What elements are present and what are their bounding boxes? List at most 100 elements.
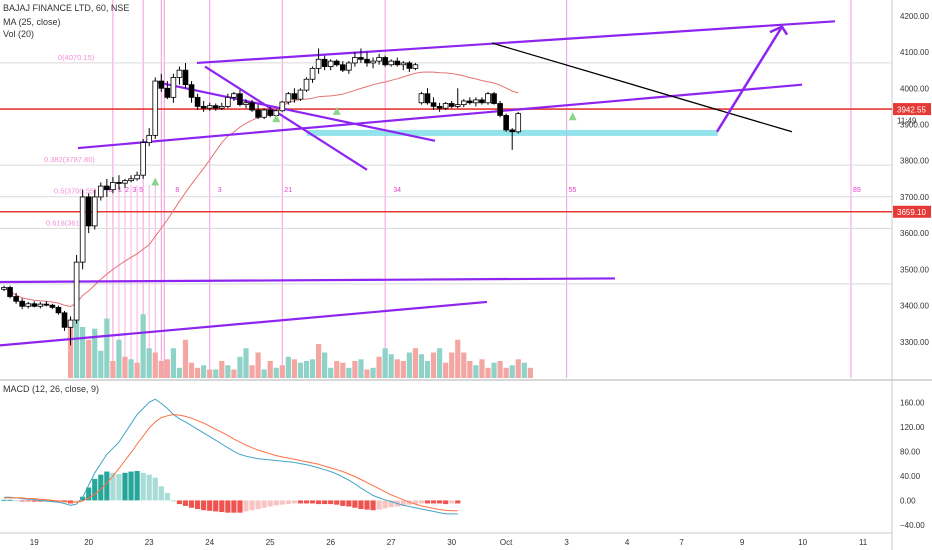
candle	[134, 174, 140, 180]
volume-bar	[98, 350, 104, 378]
fib-count-label: 21	[284, 187, 292, 194]
candle	[67, 319, 74, 328]
fib-count-label: 0	[109, 187, 113, 194]
candle	[303, 78, 310, 91]
candle	[364, 58, 370, 64]
candle	[61, 312, 68, 328]
volume-bar	[237, 356, 243, 378]
macd-histogram-bar	[249, 500, 255, 511]
macd-tick-label: −40.00	[900, 521, 925, 530]
fib-count-label: 89	[853, 187, 861, 194]
candle	[212, 105, 219, 109]
time-tick-label: 7	[679, 538, 684, 547]
macd-histogram-bar	[74, 500, 80, 503]
macd-histogram-bar	[388, 500, 394, 508]
macd-histogram-bar	[400, 500, 406, 506]
volume-bar	[503, 367, 509, 378]
candle	[122, 180, 128, 184]
candle	[346, 62, 352, 71]
volume-bar	[92, 328, 98, 378]
candle	[7, 287, 13, 297]
candle	[188, 84, 195, 98]
fib-level-label: 0.618(3613.30)	[46, 218, 97, 227]
macd-histogram-bar	[418, 500, 425, 504]
candle	[333, 60, 340, 66]
macd-histogram-bar	[7, 499, 13, 501]
trend-line-resistance	[491, 42, 793, 133]
symbol-legend[interactable]: BAJAJ FINANCE LTD, 60, NSE	[3, 3, 130, 13]
time-tick-label: 19	[30, 538, 39, 547]
volume-bar	[473, 365, 479, 378]
macd-histogram-bar	[188, 500, 195, 508]
volume-bar	[406, 352, 412, 378]
macd-histogram-bar	[437, 500, 443, 504]
candle	[249, 102, 255, 111]
ma-legend[interactable]: MA (25, close)	[3, 17, 61, 27]
candle	[436, 105, 443, 109]
macd-histogram-bar	[207, 500, 213, 511]
candle	[25, 303, 31, 307]
volume-bar	[400, 361, 406, 378]
volume-bar	[110, 361, 116, 378]
buy-signal-icon	[332, 106, 341, 115]
buy-signal-icon	[568, 112, 577, 121]
candle	[388, 60, 394, 66]
volume-bar	[170, 348, 176, 378]
macd-histogram-bar	[182, 500, 189, 506]
volume-bar	[86, 339, 92, 378]
volume-bar	[176, 367, 183, 378]
candle	[243, 102, 249, 105]
macd-histogram-bar	[146, 474, 152, 501]
volume-bar	[479, 359, 485, 378]
time-tick-label: 10	[798, 538, 807, 547]
macd-histogram-bar	[346, 500, 352, 507]
volume-bar	[195, 367, 201, 378]
candle	[485, 93, 491, 104]
macd-histogram-bar	[219, 500, 225, 513]
macd-histogram-bar	[92, 478, 98, 501]
volume-bar	[164, 359, 170, 378]
volume-bar	[182, 339, 189, 378]
macd-histogram-bar	[49, 500, 55, 502]
macd-tick-label: 40.00	[900, 472, 921, 481]
candle	[85, 196, 92, 227]
volume-bar	[104, 318, 110, 378]
candle	[491, 93, 497, 104]
candle	[279, 101, 286, 112]
macd-legend[interactable]: MACD (12, 26, close, 9)	[3, 384, 100, 394]
macd-histogram-bar	[237, 500, 243, 513]
candle	[479, 99, 485, 104]
macd-histogram-bar	[170, 500, 176, 502]
candle	[237, 93, 243, 105]
candle	[164, 87, 171, 98]
volume-bar	[491, 362, 497, 378]
macd-histogram-bar	[116, 474, 122, 501]
volume-bar	[497, 361, 503, 378]
price-label-box	[893, 205, 931, 218]
candle	[509, 129, 515, 133]
volume-bar	[424, 361, 431, 378]
macd-histogram-bar	[13, 500, 19, 502]
macd-histogram-bar	[291, 500, 297, 504]
time-tick-label: 27	[387, 538, 396, 547]
trend-line-down-1	[154, 80, 436, 142]
macd-histogram-bar	[303, 500, 310, 504]
time-tick-label: Oct	[500, 538, 513, 547]
fib-level-label: 0(4070.15)	[58, 53, 95, 62]
time-tick-label: 4	[625, 538, 630, 547]
macd-histogram-bar	[261, 500, 267, 508]
price-tick-label: 3900.00	[900, 121, 929, 130]
candle	[73, 261, 80, 321]
fib-level-label: 0.5(3700.55)	[54, 187, 97, 196]
volume-bar	[279, 365, 285, 378]
volume-bar	[291, 359, 297, 378]
candle	[13, 296, 19, 302]
macd-histogram-bar	[316, 500, 322, 505]
volume-legend[interactable]: Vol (20)	[3, 29, 35, 39]
time-tick-label: 26	[326, 538, 335, 547]
volume-bar	[225, 365, 231, 378]
trend-line-channel	[77, 83, 803, 150]
volume-bar	[152, 352, 158, 378]
